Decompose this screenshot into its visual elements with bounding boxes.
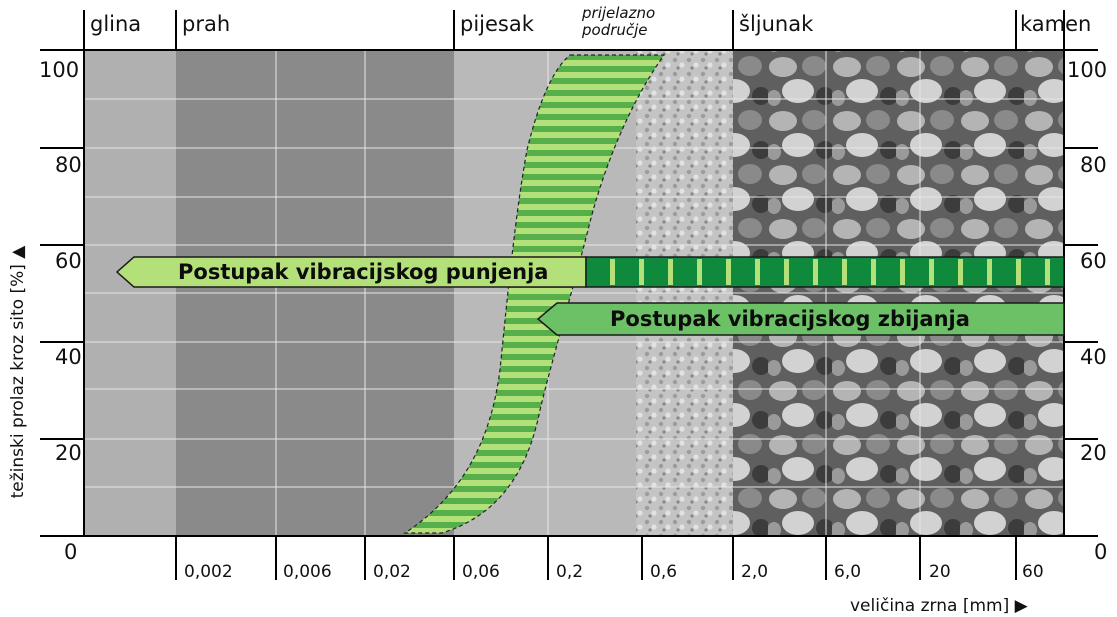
y-tick-right-20: 20 xyxy=(1080,441,1107,465)
y-tick-40: 40 xyxy=(55,345,82,369)
range-label-compaction: Postupak vibracijskog zbijanja xyxy=(610,307,970,331)
y-tick-100: 100 xyxy=(39,58,80,82)
transition-band xyxy=(403,54,666,534)
y-tick-right-40: 40 xyxy=(1080,345,1107,369)
x-tick-20: 20 xyxy=(929,562,951,582)
category-sand: pijesak xyxy=(460,12,534,36)
range-arrow-dash xyxy=(1016,259,1021,285)
category-transition-line1: prijelazno xyxy=(582,4,656,22)
y-tick-20: 20 xyxy=(55,441,82,465)
range-arrow-filling xyxy=(115,256,1065,288)
category-stone: kamen xyxy=(1020,12,1092,36)
category-transition: prijelazno područje xyxy=(582,5,655,39)
category-clay: glina xyxy=(90,12,142,36)
y-tick-0: 0 xyxy=(64,540,78,564)
range-arrow-dash xyxy=(726,259,731,285)
y-tick-marks xyxy=(40,49,1098,440)
category-dividers xyxy=(175,10,1017,50)
y-tick-60: 60 xyxy=(55,249,82,273)
x-tick-2-0: 2,0 xyxy=(741,562,769,582)
range-arrow-dash xyxy=(958,259,963,285)
range-arrow-dash xyxy=(929,259,934,285)
x-axis-label: veličina zrna [mm] ▶ xyxy=(850,596,1028,616)
x-tick-0-002: 0,002 xyxy=(184,562,233,582)
range-arrow-dashes xyxy=(610,259,1050,285)
range-arrow-dash xyxy=(871,259,876,285)
range-label-filling: Postupak vibracijskog punjenja xyxy=(178,260,549,284)
y-axis-label: težinski prolaz kroz sito [%] ▲ xyxy=(8,245,28,499)
x-tick-0-6: 0,6 xyxy=(650,562,678,582)
y-tick-right-60: 60 xyxy=(1080,249,1107,273)
x-tick-0-06: 0,06 xyxy=(462,562,500,582)
x-tick-marks xyxy=(175,536,1017,580)
range-arrow-dash xyxy=(1045,259,1050,285)
range-arrow-dash xyxy=(842,259,847,285)
category-transition-line2: područje xyxy=(582,21,648,39)
category-gravel: šljunak xyxy=(739,12,814,36)
x-tick-0-2: 0,2 xyxy=(556,562,584,582)
x-tick-60: 60 xyxy=(1022,562,1044,582)
range-arrow-dash xyxy=(697,259,702,285)
range-arrow-dash xyxy=(784,259,789,285)
range-arrow-dash xyxy=(900,259,905,285)
y-tick-right-0: 0 xyxy=(1094,540,1108,564)
range-arrow-compaction xyxy=(536,302,1065,336)
range-arrow-dash xyxy=(668,259,673,285)
y-tick-right-80: 80 xyxy=(1080,153,1107,177)
y-tick-80: 80 xyxy=(55,153,82,177)
category-silt: prah xyxy=(182,12,231,36)
range-arrow-dash xyxy=(987,259,992,285)
frame xyxy=(40,10,1098,537)
range-arrow-dash xyxy=(813,259,818,285)
x-tick-6-0: 6,0 xyxy=(834,562,862,582)
range-arrow-dash xyxy=(639,259,644,285)
x-tick-0-02: 0,02 xyxy=(373,562,411,582)
range-arrow-dash xyxy=(610,259,615,285)
range-arrow-dash xyxy=(755,259,760,285)
x-tick-0-006: 0,006 xyxy=(283,562,332,582)
y-tick-right-100: 100 xyxy=(1067,58,1108,82)
